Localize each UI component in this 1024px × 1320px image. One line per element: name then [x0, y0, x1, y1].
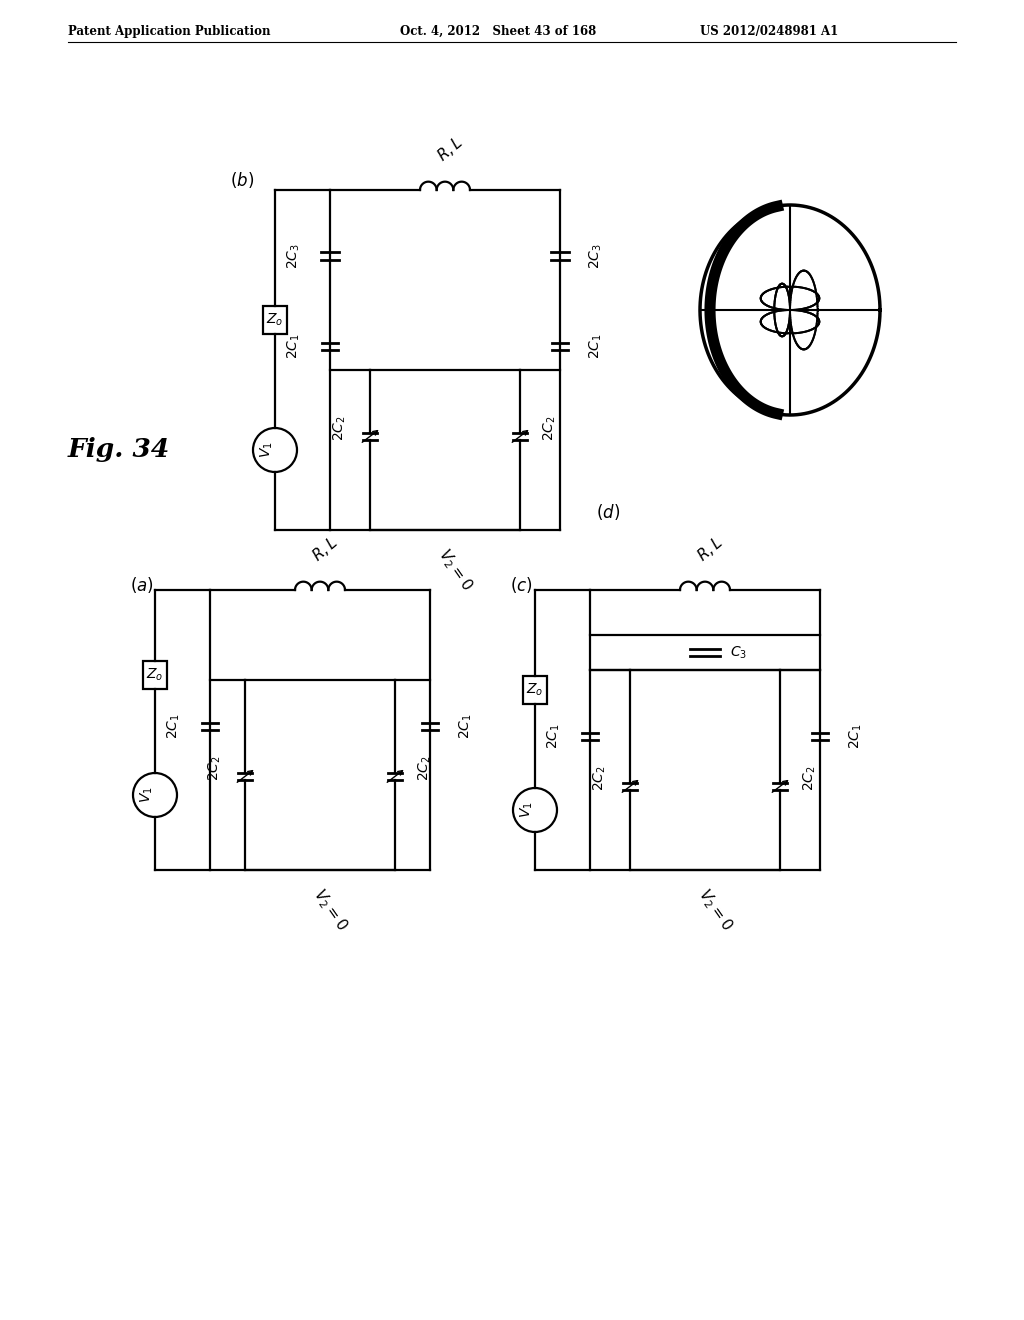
Text: $2C_2$: $2C_2$ [592, 766, 608, 791]
Text: $2C_1$: $2C_1$ [546, 723, 562, 748]
Bar [143, 661, 167, 689]
Text: $V_2 = 0$: $V_2 = 0$ [309, 884, 351, 935]
Text: $2C_3$: $2C_3$ [588, 243, 604, 269]
Text: $V_1$: $V_1$ [259, 442, 275, 458]
Text: $2C_3$: $2C_3$ [286, 243, 302, 269]
Text: $R, L$: $R, L$ [433, 133, 467, 165]
Text: $V_1$: $V_1$ [519, 801, 536, 818]
Text: $2C_2$: $2C_2$ [332, 414, 348, 441]
Text: $Z_o$: $Z_o$ [266, 312, 284, 329]
Text: $R, L$: $R, L$ [693, 533, 726, 565]
Text: $2C_1$: $2C_1$ [848, 723, 864, 748]
Text: $2C_2$: $2C_2$ [802, 766, 818, 791]
Text: $2C_2$: $2C_2$ [417, 755, 433, 781]
Text: $V_1$: $V_1$ [139, 787, 156, 804]
Text: $2C_1$: $2C_1$ [588, 333, 604, 359]
Text: $2C_1$: $2C_1$ [166, 713, 182, 739]
Text: $R, L$: $R, L$ [308, 533, 342, 565]
Text: $2C_1$: $2C_1$ [286, 333, 302, 359]
Text: $2C_1$: $2C_1$ [458, 713, 474, 739]
Text: Patent Application Publication: Patent Application Publication [68, 25, 270, 38]
Bar [523, 676, 547, 704]
Bar [263, 306, 287, 334]
Text: $V_2 = 0$: $V_2 = 0$ [434, 545, 476, 594]
Text: US 2012/0248981 A1: US 2012/0248981 A1 [700, 25, 839, 38]
Text: $2C_2$: $2C_2$ [542, 414, 558, 441]
Text: $V_2 = 0$: $V_2 = 0$ [694, 884, 736, 935]
Text: Fig. 34: Fig. 34 [68, 437, 170, 462]
Text: $Z_o$: $Z_o$ [526, 682, 544, 698]
Text: $(d)$: $(d)$ [596, 502, 621, 521]
Text: $(a)$: $(a)$ [130, 576, 154, 595]
Text: $(b)$: $(b)$ [230, 170, 254, 190]
Text: $2C_2$: $2C_2$ [207, 755, 223, 781]
Text: $C_3$: $C_3$ [730, 644, 748, 661]
Text: $Z_o$: $Z_o$ [146, 667, 164, 684]
Text: $(c)$: $(c)$ [510, 576, 532, 595]
Text: Oct. 4, 2012   Sheet 43 of 168: Oct. 4, 2012 Sheet 43 of 168 [400, 25, 596, 38]
